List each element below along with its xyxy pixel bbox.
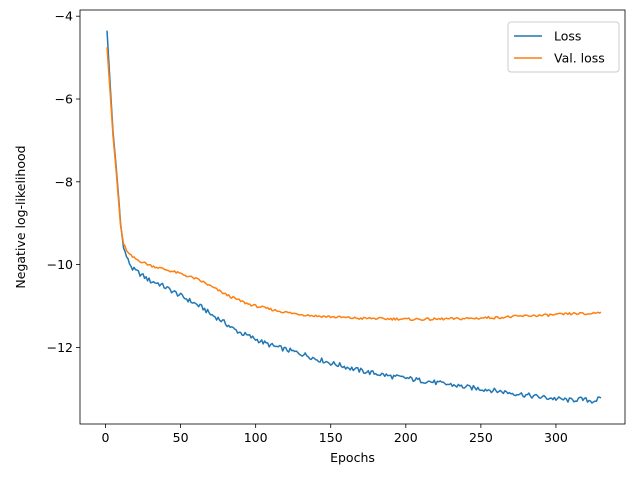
y-tick-label: −10 bbox=[47, 257, 73, 272]
legend-label-loss: Loss bbox=[554, 29, 581, 44]
plot-lines bbox=[106, 30, 602, 404]
legend-label-val-loss: Val. loss bbox=[554, 51, 605, 66]
x-tick-label: 50 bbox=[173, 430, 189, 445]
x-tick-label: 0 bbox=[102, 430, 110, 445]
y-tick-label: −4 bbox=[55, 9, 73, 24]
y-tick-label: −8 bbox=[55, 174, 73, 189]
x-axis-ticks: 0 50 100 150 200 250 300 bbox=[102, 424, 568, 445]
x-tick-label: 300 bbox=[544, 430, 568, 445]
x-tick-label: 250 bbox=[469, 430, 493, 445]
legend-box bbox=[507, 21, 620, 73]
x-tick-label: 100 bbox=[244, 430, 268, 445]
y-axis-label: Negative log-likelihood bbox=[13, 145, 28, 288]
y-tick-label: −6 bbox=[55, 92, 73, 107]
series-line-loss bbox=[106, 30, 602, 404]
x-tick-label: 150 bbox=[319, 430, 343, 445]
y-axis-ticks: −4 −6 −8 −10 −12 bbox=[47, 9, 80, 355]
x-axis-label: Epochs bbox=[330, 450, 375, 465]
legend: Loss Val. loss bbox=[507, 21, 620, 73]
x-tick-label: 200 bbox=[394, 430, 418, 445]
y-tick-label: −12 bbox=[47, 340, 73, 355]
plot-frame bbox=[79, 9, 626, 425]
series-line-val-loss bbox=[106, 47, 602, 322]
